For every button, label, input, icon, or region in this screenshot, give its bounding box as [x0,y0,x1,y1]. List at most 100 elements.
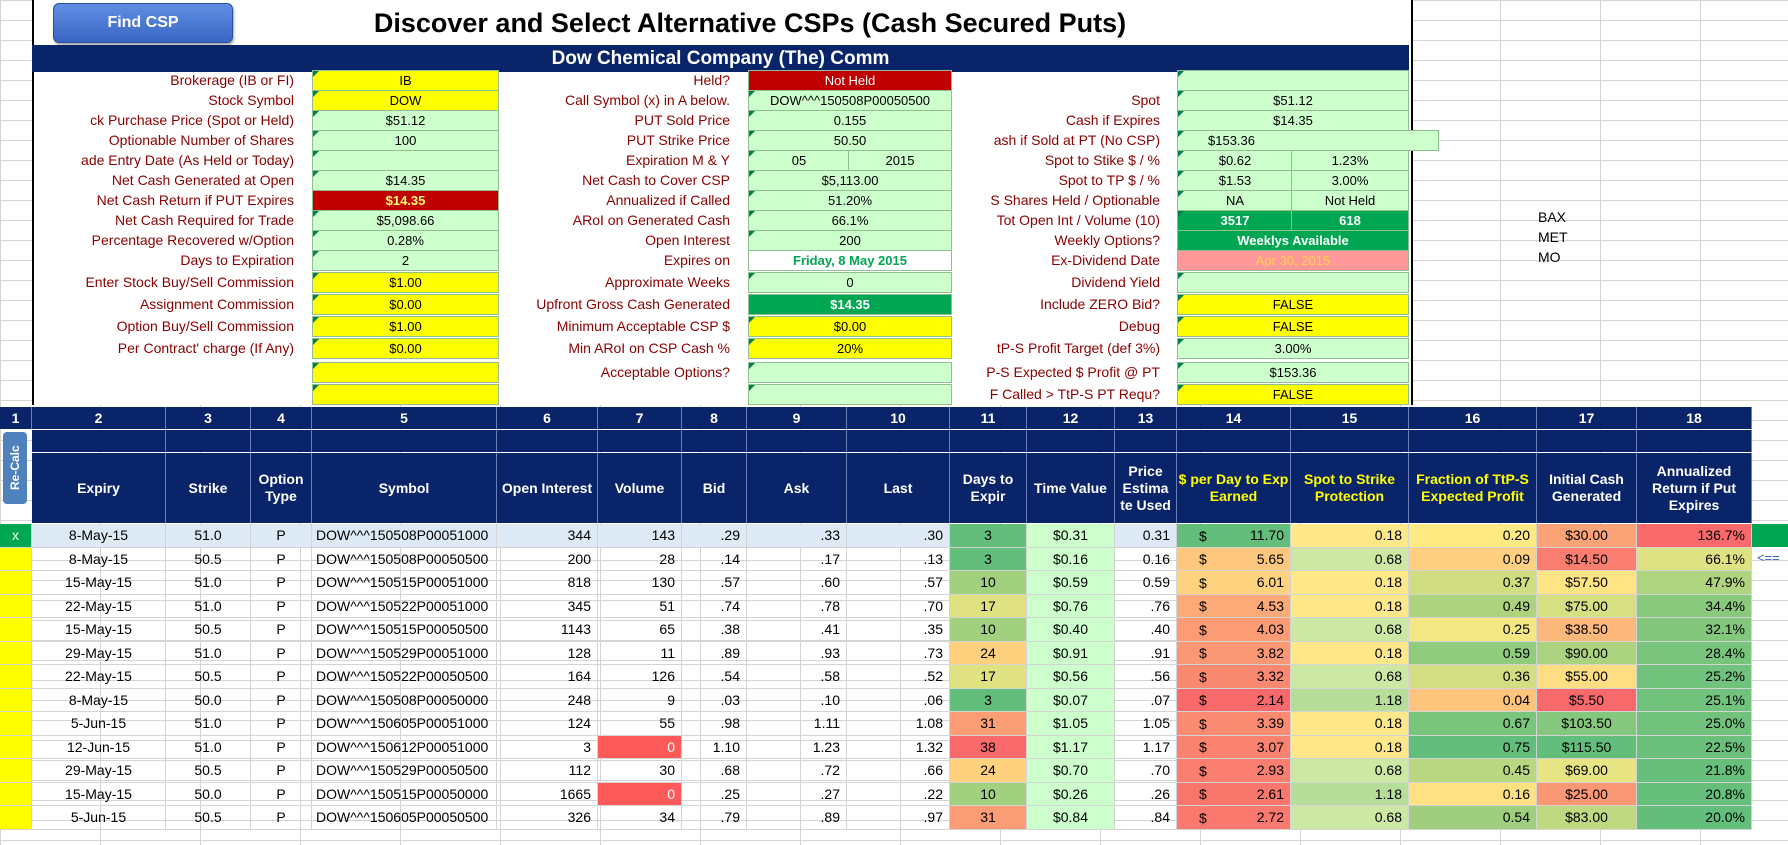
mid-fields-value[interactable]: 0.155 [748,110,952,131]
mid-fields-value[interactable]: $14.35 [748,294,952,315]
table-row[interactable]: 15-May-15 50.0 P DOW^^^150515P00050000 1665 0… [0,782,1788,806]
mid-fields-label: Held? [693,72,730,88]
right-fields-value[interactable]: Apr 30, 2015 [1177,250,1409,271]
mid-fields-value[interactable]: 200 [748,230,952,251]
mid-fields-value[interactable]: $0.00 [748,316,952,337]
column-header[interactable]: Spot to Strike Protection [1291,453,1409,523]
currency-symbol: $ [1199,598,1207,615]
table-row[interactable]: 29-May-15 51.0 P DOW^^^150529P00051000 128 11… [0,641,1788,665]
right-fields-value-secondary[interactable]: Not Held [1291,190,1409,211]
left-fields-value[interactable]: $14.35 [312,190,499,211]
right-fields-value[interactable]: $153.36 [1177,130,1439,151]
column-header[interactable]: Strike [166,453,251,523]
column-header[interactable]: Last [847,453,950,523]
cell-mark[interactable] [0,547,32,571]
table-row[interactable]: 22-May-15 51.0 P DOW^^^150522P00051000 345 51… [0,594,1788,618]
left-fields-value[interactable]: DOW [312,90,499,111]
left-fields-value[interactable]: IB [312,70,499,91]
right-fields-value[interactable]: $51.12 [1177,90,1409,111]
left-fields-value[interactable]: 2 [312,250,499,271]
right-fields-value[interactable]: $1.53 [1177,170,1293,191]
mid-fields-value[interactable]: 51.20% [748,190,952,211]
mid-fields-value-secondary[interactable]: 2015 [848,150,952,171]
cell-mark[interactable] [0,806,32,830]
table-row[interactable]: x 8-May-15 51.0 P DOW^^^150508P00051000 344 14… [0,524,1788,548]
mid-fields-value[interactable]: Friday, 8 May 2015 [748,250,952,271]
right-fields-value[interactable]: FALSE [1177,316,1409,337]
right-fields-value[interactable]: FALSE [1177,294,1409,315]
mid-fields-value[interactable]: DOW^^^150508P00050500 [748,90,952,111]
table-row[interactable]: 8-May-15 50.0 P DOW^^^150508P00050000 248 9.0… [0,688,1788,712]
right-fields-value[interactable]: NA [1177,190,1293,211]
right-fields-value[interactable]: Weeklys Available [1177,230,1409,251]
column-header[interactable]: Annualized Return if Put Expires [1637,453,1752,523]
left-fields-value[interactable] [312,384,499,405]
table-row[interactable]: 12-Jun-15 51.0 P DOW^^^150612P00051000 3 0 1.1… [0,735,1788,759]
right-fields-value-secondary[interactable]: 3.00% [1291,170,1409,191]
column-header[interactable]: Initial Cash Generated [1537,453,1637,523]
column-header[interactable]: Expiry [32,453,166,523]
right-fields-value[interactable]: $153.36 [1177,362,1409,383]
mid-fields-value[interactable]: 20% [748,338,952,359]
mid-fields-value[interactable]: 66.1% [748,210,952,231]
left-fields-value[interactable]: $0.00 [312,338,499,359]
mid-fields-value[interactable]: 05 [748,150,850,171]
cell-mark[interactable] [0,735,32,759]
right-fields-value[interactable] [1177,70,1409,91]
table-row[interactable]: 5-Jun-15 50.5 P DOW^^^150605P00050500 326 34.… [0,806,1788,830]
table-row[interactable]: 8-May-15 50.5 P DOW^^^150508P00050500 200 28.… [0,547,1788,571]
left-fields-value[interactable] [312,150,499,171]
left-fields-value[interactable] [312,362,499,383]
left-fields-value[interactable]: 100 [312,130,499,151]
mid-fields-value[interactable]: Not Held [748,70,952,91]
cell-mark[interactable] [0,641,32,665]
mid-fields-value[interactable] [748,362,952,383]
recalc-button[interactable]: Re-Calc [3,432,27,504]
column-header[interactable]: Time Value [1027,453,1115,523]
right-fields-value-secondary[interactable]: 1.23% [1291,150,1409,171]
column-header[interactable]: Option Type [251,453,312,523]
left-fields-value[interactable]: $14.35 [312,170,499,191]
column-header[interactable]: Bid [682,453,747,523]
table-row[interactable]: 22-May-15 50.5 P DOW^^^150522P00050500 164 12… [0,665,1788,689]
cell-mark[interactable] [0,618,32,642]
right-fields-value-secondary[interactable]: 618 [1291,210,1409,231]
left-fields-value[interactable]: $1.00 [312,272,499,293]
find-csp-button[interactable]: Find CSP [53,3,233,43]
column-header[interactable]: Open Interest [497,453,598,523]
left-fields-value[interactable]: $5,098.66 [312,210,499,231]
cell-mark[interactable] [0,594,32,618]
column-header[interactable]: Volume [598,453,682,523]
table-row[interactable]: 15-May-15 50.5 P DOW^^^150515P00050500 1143 6… [0,618,1788,642]
column-header[interactable]: Price Estima te Used [1115,453,1177,523]
column-header[interactable]: $ per Day to Exp Earned [1177,453,1291,523]
right-fields-value[interactable]: 3.00% [1177,338,1409,359]
cell-mark[interactable] [0,665,32,689]
mid-fields-value[interactable] [748,384,952,405]
column-header[interactable]: Fraction of TtP-S Expected Profit [1409,453,1537,523]
table-row[interactable]: 29-May-15 50.5 P DOW^^^150529P00050500 112 30… [0,759,1788,783]
right-fields-value[interactable]: $14.35 [1177,110,1409,131]
column-header[interactable]: Symbol [312,453,497,523]
cell-mark[interactable]: x [0,524,32,548]
cell-mark[interactable] [0,688,32,712]
cell-mark[interactable] [0,571,32,595]
right-fields-value[interactable] [1177,272,1409,293]
column-header[interactable]: Days to Expir [950,453,1027,523]
left-fields-value[interactable]: $51.12 [312,110,499,131]
table-row[interactable]: 5-Jun-15 51.0 P DOW^^^150605P00051000 124 55.… [0,712,1788,736]
right-fields-value[interactable]: $0.62 [1177,150,1293,171]
left-fields-value[interactable]: $0.00 [312,294,499,315]
cell-mark[interactable] [0,759,32,783]
mid-fields-value[interactable]: 0 [748,272,952,293]
mid-fields-value[interactable]: $5,113.00 [748,170,952,191]
table-row[interactable]: 15-May-15 51.0 P DOW^^^150515P00051000 818 13… [0,571,1788,595]
column-header[interactable]: Ask [747,453,847,523]
right-fields-value[interactable]: 3517 [1177,210,1293,231]
cell-mark[interactable] [0,712,32,736]
left-fields-value[interactable]: $1.00 [312,316,499,337]
mid-fields-value[interactable]: 50.50 [748,130,952,151]
cell-mark[interactable] [0,782,32,806]
left-fields-value[interactable]: 0.28% [312,230,499,251]
right-fields-value[interactable]: FALSE [1177,384,1409,405]
